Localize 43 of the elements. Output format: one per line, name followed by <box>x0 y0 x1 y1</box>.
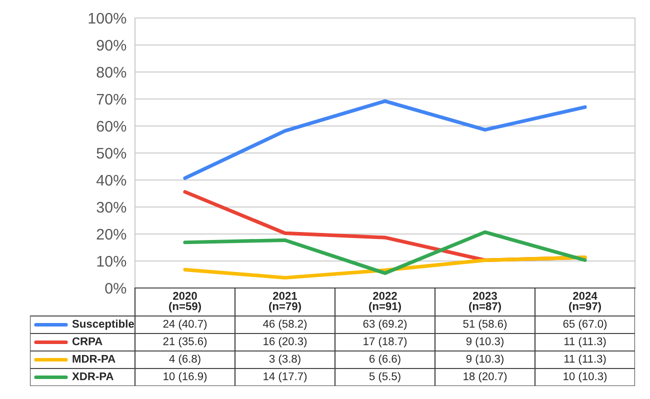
data-label: 21 (35.6) <box>163 337 207 348</box>
legend-label: MDR-PA <box>72 354 116 363</box>
legend-label: CRPA <box>72 337 102 346</box>
y-tick-label: 40% <box>96 174 126 186</box>
y-tick-label: 80% <box>96 66 126 78</box>
data-label: 10 (10.3) <box>564 372 607 382</box>
y-tick-label: 20% <box>96 228 126 240</box>
data-label: 51 (58.6) <box>463 320 507 330</box>
x-tick-label: 2021 (n=79) <box>269 292 301 312</box>
data-label: 65 (67.0) <box>563 320 607 330</box>
data-label: 24 (40.7) <box>163 320 207 330</box>
data-label: 11 (11.3) <box>564 337 606 348</box>
data-label: 6 (6.6) <box>370 354 400 365</box>
x-tick-label: 2023 (n=87) <box>469 292 501 312</box>
data-label: 14 (17.7) <box>264 372 307 382</box>
y-tick-label: 90% <box>96 40 126 51</box>
line-series <box>183 230 587 275</box>
data-label: 63 (69.2) <box>363 320 407 330</box>
x-tick-label: 2020 (n=59) <box>169 292 201 312</box>
data-label: 9 (10.3) <box>466 354 504 365</box>
line-series <box>183 256 587 280</box>
y-tick-label: 100% <box>88 12 126 24</box>
data-label: 46 (58.2) <box>263 320 307 330</box>
data-label: 10 (16.9) <box>164 372 207 382</box>
x-tick-label: 2024 (n=97) <box>569 292 601 312</box>
y-tick-label: 10% <box>97 256 126 267</box>
data-label: 18 (20.7) <box>464 372 507 382</box>
legend-label: XDR-PA <box>72 372 114 380</box>
data-label: 16 (20.3) <box>264 337 307 348</box>
data-label: 4 (6.8) <box>169 354 200 365</box>
y-tick-label: 0% <box>105 282 126 294</box>
data-label: 3 (3.8) <box>269 354 300 365</box>
data-label: 9 (10.3) <box>466 337 504 348</box>
data-label: 17 (18.7) <box>364 337 407 348</box>
y-tick-label: 50% <box>96 148 126 159</box>
data-label: 5 (5.5) <box>369 372 400 382</box>
legend-label: Susceptible <box>72 320 134 330</box>
data-label: 11 (11.3) <box>564 354 606 365</box>
y-tick-label: 70% <box>96 94 126 105</box>
y-tick-label: 30% <box>96 202 126 213</box>
x-tick-label: 2022 (n=91) <box>369 292 401 312</box>
y-tick-label: 60% <box>96 120 126 132</box>
line-series <box>183 99 587 180</box>
